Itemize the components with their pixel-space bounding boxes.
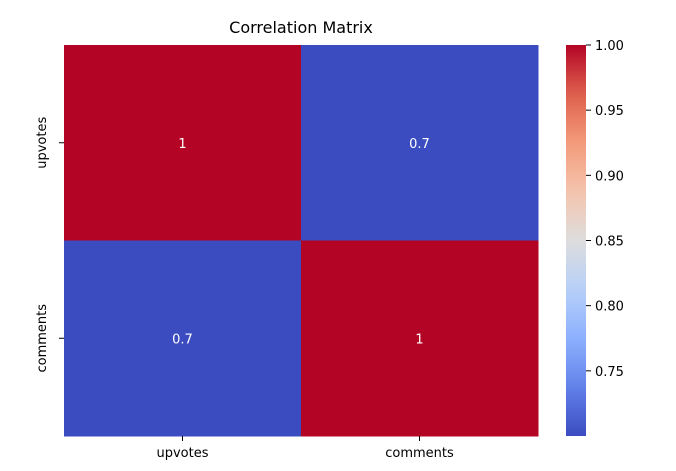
colorbar-tick-label: 1.00 xyxy=(595,39,624,54)
colorbar-tick-label: 0.85 xyxy=(595,235,624,250)
cell-value-label: 0.7 xyxy=(409,137,430,152)
y-axis: upvotes comments xyxy=(35,117,64,373)
y-tick-label: upvotes xyxy=(35,117,50,169)
cell-value-label: 0.7 xyxy=(172,332,193,347)
x-axis: upvotes comments xyxy=(156,436,454,461)
heatmap-cell xyxy=(64,240,302,437)
x-tick-label: upvotes xyxy=(156,446,208,461)
chart-title: Correlation Matrix xyxy=(229,18,373,37)
colorbar-gradient xyxy=(566,45,586,436)
colorbar-tick-label: 0.90 xyxy=(595,169,624,184)
colorbar-tick-label: 0.80 xyxy=(595,300,624,315)
heatmap-cell xyxy=(301,45,539,241)
cell-value-label: 1 xyxy=(415,332,423,347)
x-tick-label: comments xyxy=(385,446,454,461)
colorbar-tick-label: 0.75 xyxy=(595,365,624,380)
heatmap-cells: 1 0.7 0.7 1 xyxy=(64,45,539,437)
colorbar-tick-label: 0.95 xyxy=(595,104,624,119)
heatmap-cell xyxy=(64,45,302,241)
colorbar: 0.75 0.80 0.85 0.90 0.95 1.00 xyxy=(566,39,624,436)
y-tick-label: comments xyxy=(35,304,50,373)
heatmap-cell xyxy=(301,240,539,437)
cell-value-label: 1 xyxy=(178,137,186,152)
